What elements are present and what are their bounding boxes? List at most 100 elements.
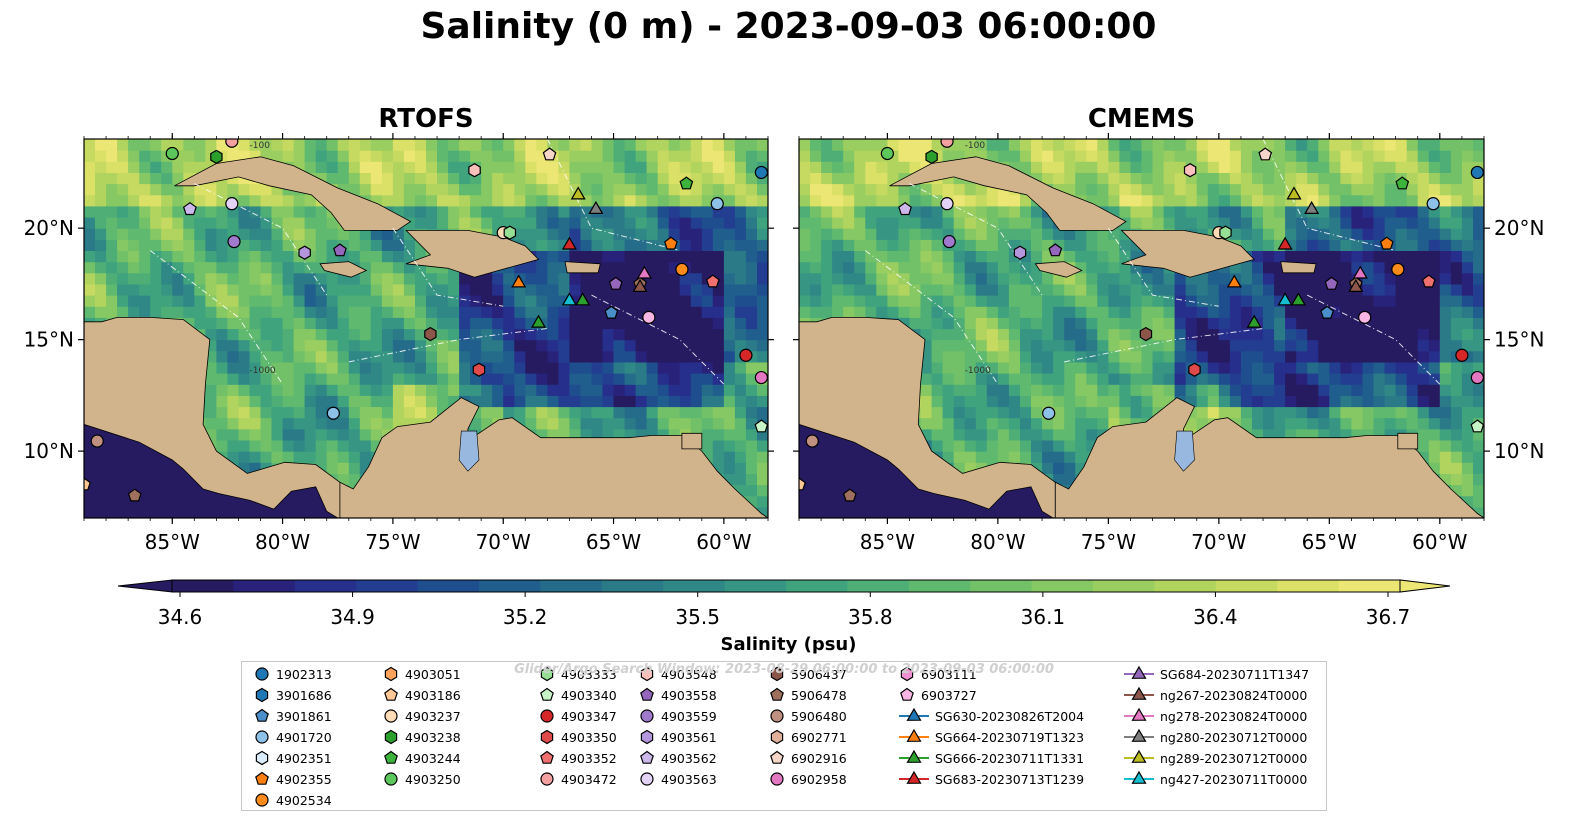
legend-item: 4903051: [383, 664, 461, 684]
legend-marker-icon: [770, 772, 784, 786]
float-marker: [1455, 348, 1469, 362]
legend-marker-icon: [900, 666, 914, 682]
float-marker: [1258, 147, 1273, 161]
triangle-marker-icon: [906, 728, 922, 742]
legend-item: ng427-20230711T0000: [1124, 769, 1307, 789]
legend-marker-icon: [1124, 665, 1154, 679]
x-tick-label: 60°W: [696, 530, 751, 554]
legend-marker-icon: [640, 666, 654, 682]
legend-marker-icon: [899, 770, 929, 784]
legend-marker-icon: [540, 666, 554, 682]
legend-marker-icon: [540, 709, 554, 723]
legend-marker-icon: [1124, 728, 1154, 742]
float-marker: [710, 197, 724, 211]
land-trinidad: [681, 432, 703, 450]
legend-item: SG666-20230711T1331: [899, 748, 1084, 768]
legend-marker-icon: [640, 729, 654, 745]
hexagon-marker-icon: [640, 729, 654, 745]
legend-label: 3901686: [276, 687, 332, 703]
float-marker: [608, 276, 623, 290]
float-marker: [1470, 419, 1484, 433]
lake-maracaibo: [458, 430, 480, 472]
float-marker: [127, 488, 142, 502]
float-marker: [1470, 165, 1484, 180]
legend-marker-icon: [384, 666, 398, 682]
legend-marker-icon: [255, 793, 269, 807]
panel-title-cmems: CMEMS: [1087, 104, 1196, 134]
eez-boundary: [909, 183, 1043, 296]
legend-marker-icon: [1124, 770, 1154, 784]
colorbar: 34.6 34.9 35.2 35.5 35.8 36.1 36.4 36.7: [117, 579, 1451, 629]
colorbar-segment: [172, 580, 234, 592]
legend-item: 4903561: [639, 727, 717, 747]
circle-marker-icon: [640, 772, 654, 786]
hexagon-marker-icon: [540, 666, 554, 682]
legend-label: 4903559: [661, 708, 717, 724]
land-hispaniola: [1120, 229, 1255, 278]
colorbar-segment: [417, 580, 480, 592]
float-marker: [503, 225, 517, 240]
legend-label: 4903558: [661, 687, 717, 703]
colorbar-label: Salinity (psu): [720, 634, 857, 655]
colorbar-segment: [540, 580, 603, 592]
legend-marker-icon: [384, 709, 398, 723]
float-marker: [227, 234, 241, 249]
legend-marker-icon: [770, 709, 784, 723]
float-marker: [636, 265, 652, 279]
legend-marker-icon: [1124, 707, 1154, 721]
float-marker: [588, 200, 604, 214]
float-marker: [675, 262, 689, 277]
float-marker: [1042, 406, 1056, 420]
pentagon-marker-icon: [770, 687, 784, 701]
legend-label: 4903238: [405, 729, 461, 745]
legend-marker-icon: [770, 750, 784, 764]
float-marker: [1324, 276, 1339, 290]
legend-label: 5906480: [791, 708, 847, 724]
legend-item: 5906437: [769, 664, 847, 684]
legend-marker-icon: [540, 772, 554, 786]
legend-marker-icon: [1124, 686, 1154, 700]
legend-label: 4903186: [405, 687, 461, 703]
map-cmems-group: -100 -1000 85°W 80°W 75°W 70°W 65°W 60°W 20°N 15°…: [793, 133, 1544, 554]
circle-marker-icon: [770, 772, 784, 786]
legend-label: 6902916: [791, 750, 847, 766]
map-frame: [83, 138, 769, 519]
hexagon-marker-icon: [384, 729, 398, 745]
legend-label: 4903350: [561, 729, 617, 745]
float-marker: [799, 477, 806, 491]
eez-boundary: [348, 328, 548, 363]
triangle-marker-icon: [906, 749, 922, 763]
float-marker: [1290, 292, 1306, 306]
float-marker: [739, 348, 753, 362]
pentagon-marker-icon: [540, 687, 554, 701]
land-puertorico: [564, 261, 601, 274]
y-tick-label: 15°N: [24, 328, 74, 352]
triangle-marker-icon: [1131, 665, 1147, 679]
circle-marker-icon: [255, 730, 269, 744]
float-marker: [165, 146, 179, 161]
legend-item: 4902355: [254, 769, 332, 789]
circle-marker-icon: [540, 709, 554, 723]
colorbar-segment: [1031, 580, 1094, 592]
legend-marker-icon: [899, 707, 929, 721]
float-marker: [1277, 292, 1293, 306]
pentagon-marker-icon: [384, 750, 398, 764]
circle-marker-icon: [540, 772, 554, 786]
legend-item: 6902916: [769, 748, 847, 768]
x-tick-label: 65°W: [586, 530, 641, 554]
legend-marker-icon: [770, 687, 784, 701]
triangle-marker-icon: [906, 707, 922, 721]
legend-marker-icon: [770, 666, 784, 682]
legend-label: 4902355: [276, 771, 332, 787]
colorbar-segment: [233, 580, 296, 592]
float-marker: [1348, 278, 1364, 292]
legend-item: 6903727: [899, 685, 977, 705]
float-marker: [1139, 326, 1153, 342]
legend-item: 4901720: [254, 727, 332, 747]
colorbar-segment: [1154, 580, 1217, 592]
legend-marker-icon: [540, 729, 554, 745]
legend-item: 6903111: [899, 664, 977, 684]
x-tick-label: 70°W: [1191, 530, 1246, 554]
legend-label: 4903340: [561, 687, 617, 703]
hexagon-marker-icon: [900, 666, 914, 682]
